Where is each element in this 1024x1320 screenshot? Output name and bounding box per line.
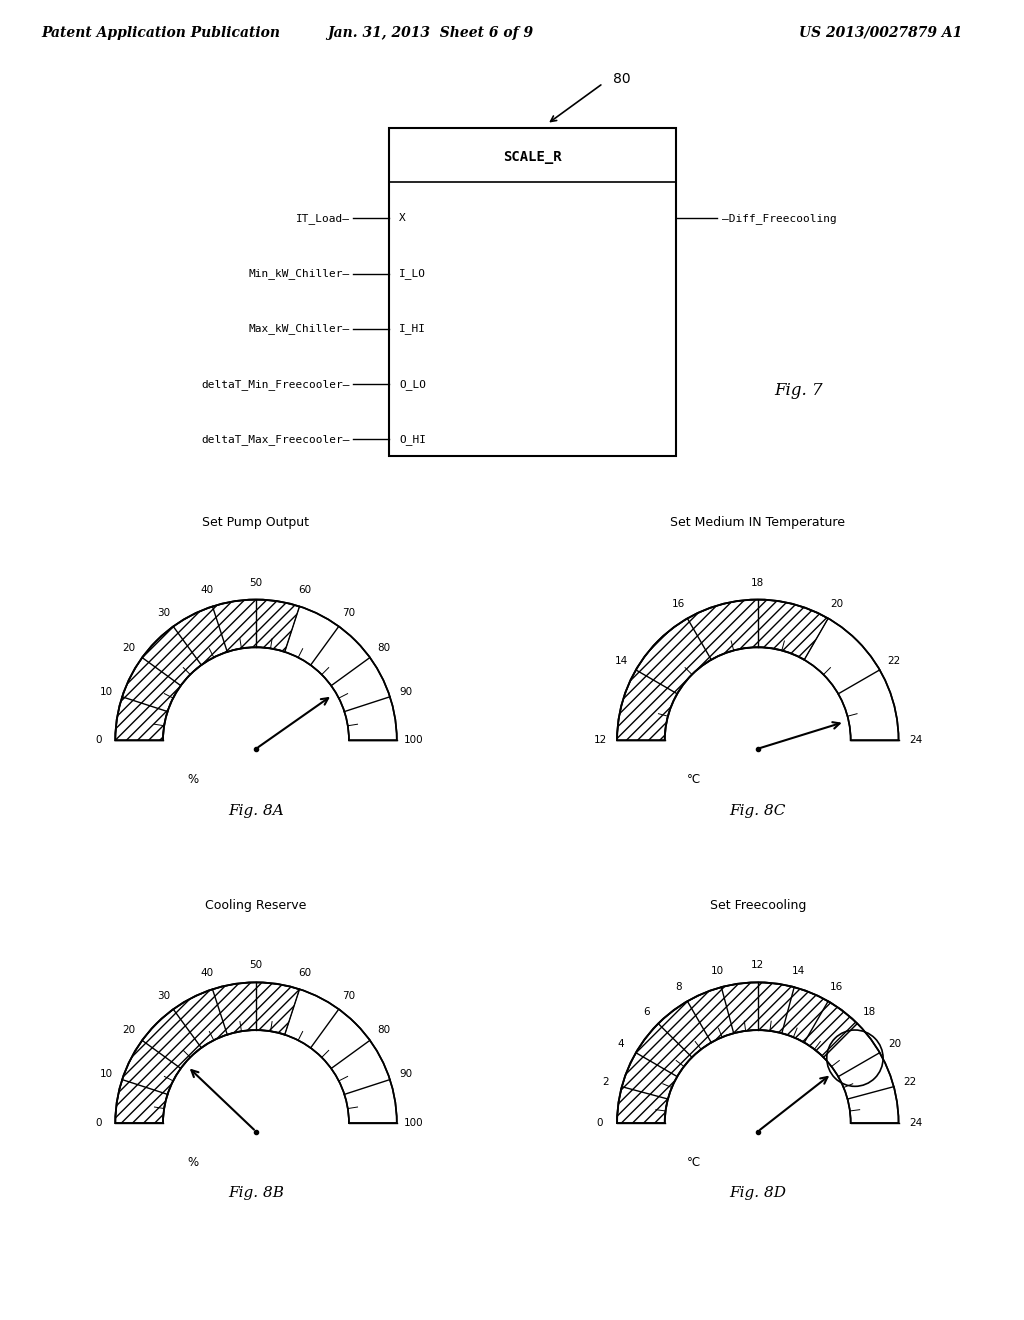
Text: deltaT_Min_Freecooler–: deltaT_Min_Freecooler–: [202, 379, 350, 389]
Wedge shape: [115, 982, 396, 1123]
Text: 0: 0: [95, 735, 101, 746]
Text: 40: 40: [201, 585, 214, 595]
Text: O_HI: O_HI: [399, 434, 426, 445]
Text: 90: 90: [399, 1069, 413, 1080]
Text: 16: 16: [673, 599, 685, 609]
Text: 18: 18: [862, 1007, 876, 1016]
Text: SCALE_R: SCALE_R: [503, 150, 562, 164]
Text: 0: 0: [597, 1118, 603, 1129]
Text: 70: 70: [342, 607, 355, 618]
Text: 60: 60: [298, 585, 311, 595]
Text: Min_kW_Chiller–: Min_kW_Chiller–: [249, 268, 350, 279]
Text: –Diff_Freecooling: –Diff_Freecooling: [722, 213, 837, 224]
Text: %: %: [187, 1156, 199, 1170]
Text: 70: 70: [342, 990, 355, 1001]
Wedge shape: [616, 982, 899, 1123]
Text: Fig. 8D: Fig. 8D: [729, 1187, 786, 1200]
Text: 22: 22: [903, 1077, 916, 1088]
Text: Max_kW_Chiller–: Max_kW_Chiller–: [249, 323, 350, 334]
Text: Cooling Reserve: Cooling Reserve: [206, 899, 306, 912]
Text: Set Pump Output: Set Pump Output: [203, 516, 309, 529]
Text: I_HI: I_HI: [399, 323, 426, 334]
Text: Fig. 8A: Fig. 8A: [228, 804, 284, 817]
Text: 10: 10: [99, 686, 113, 697]
Text: Patent Application Publication: Patent Application Publication: [41, 26, 280, 40]
Text: 0: 0: [95, 1118, 101, 1129]
Text: 50: 50: [250, 961, 262, 970]
Text: IT_Load–: IT_Load–: [296, 213, 350, 224]
Text: 100: 100: [403, 735, 424, 746]
Text: 100: 100: [403, 1118, 424, 1129]
Text: 20: 20: [888, 1039, 901, 1049]
Text: I_LO: I_LO: [399, 268, 426, 279]
Text: 4: 4: [617, 1039, 625, 1049]
Text: 24: 24: [909, 1118, 922, 1129]
Text: 80: 80: [377, 1026, 390, 1035]
Text: O_LO: O_LO: [399, 379, 426, 389]
Text: 12: 12: [752, 961, 764, 970]
Text: 20: 20: [122, 1026, 135, 1035]
Text: 50: 50: [250, 578, 262, 587]
Text: deltaT_Max_Freecooler–: deltaT_Max_Freecooler–: [202, 434, 350, 445]
Text: 10: 10: [99, 1069, 113, 1080]
Text: X: X: [399, 214, 407, 223]
Text: °C: °C: [687, 774, 701, 787]
Text: 20: 20: [830, 599, 843, 609]
Text: 20: 20: [122, 643, 135, 652]
Text: Jan. 31, 2013  Sheet 6 of 9: Jan. 31, 2013 Sheet 6 of 9: [327, 26, 534, 40]
Text: %: %: [187, 774, 199, 787]
Text: Set Medium IN Temperature: Set Medium IN Temperature: [671, 516, 845, 529]
Text: 16: 16: [830, 982, 843, 991]
Text: 8: 8: [676, 982, 682, 991]
Text: 10: 10: [711, 966, 724, 975]
Text: Fig. 7: Fig. 7: [774, 381, 823, 399]
Text: 30: 30: [157, 990, 170, 1001]
Text: 80: 80: [377, 643, 390, 652]
Text: 24: 24: [909, 735, 922, 746]
Text: US 2013/0027879 A1: US 2013/0027879 A1: [799, 26, 963, 40]
Text: 6: 6: [643, 1007, 649, 1016]
Text: 30: 30: [157, 607, 170, 618]
Text: 40: 40: [201, 968, 214, 978]
Text: 2: 2: [602, 1077, 608, 1088]
Wedge shape: [616, 599, 899, 741]
Text: 80: 80: [613, 73, 631, 86]
Text: Set Freecooling: Set Freecooling: [710, 899, 806, 912]
Text: °C: °C: [687, 1156, 701, 1170]
Text: 90: 90: [399, 686, 413, 697]
Text: Fig. 8B: Fig. 8B: [228, 1187, 284, 1200]
Text: 22: 22: [888, 656, 901, 667]
Text: 14: 14: [792, 966, 805, 975]
Text: Fig. 8C: Fig. 8C: [729, 804, 786, 817]
Text: 60: 60: [298, 968, 311, 978]
Wedge shape: [115, 599, 396, 741]
Text: 14: 14: [614, 656, 628, 667]
Text: 18: 18: [752, 578, 764, 587]
Text: 12: 12: [594, 735, 606, 746]
Bar: [389, 128, 676, 455]
